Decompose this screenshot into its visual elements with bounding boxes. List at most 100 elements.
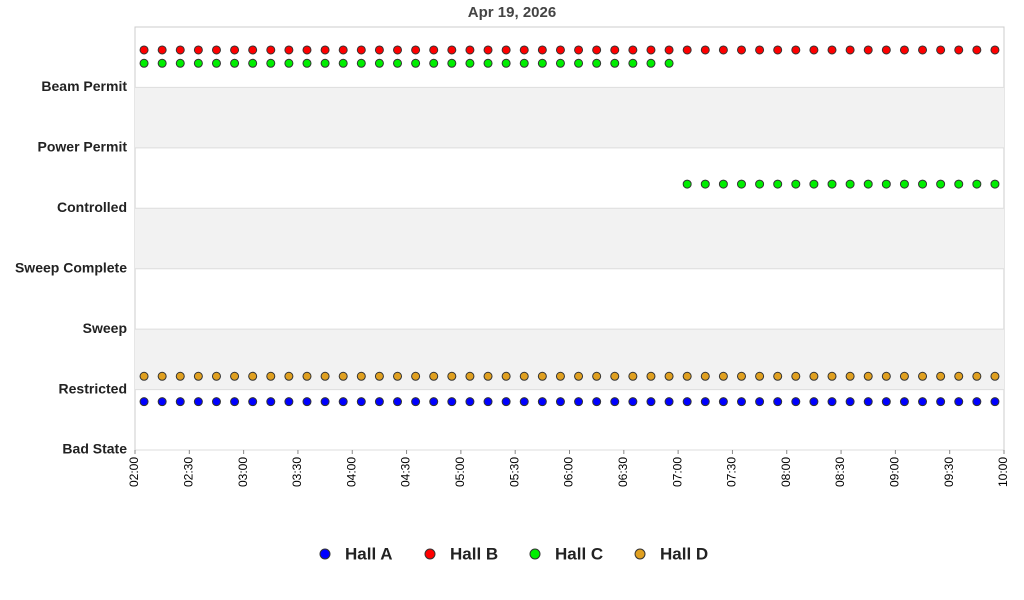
point: [483, 58, 493, 68]
point: [393, 58, 403, 68]
point: [266, 397, 276, 407]
point: [936, 371, 946, 381]
point: [193, 397, 203, 407]
point: [429, 397, 439, 407]
point: [936, 45, 946, 55]
point: [682, 45, 692, 55]
point: [338, 45, 348, 55]
point: [411, 371, 421, 381]
point: [483, 371, 493, 381]
point: [501, 45, 511, 55]
point: [429, 45, 439, 55]
point: [791, 45, 801, 55]
point: [302, 45, 312, 55]
point: [755, 371, 765, 381]
point: [700, 371, 710, 381]
point: [447, 58, 457, 68]
point: [845, 45, 855, 55]
point: [211, 45, 221, 55]
x-tick-label: 08:00: [779, 457, 793, 487]
y-tick-label: Sweep: [83, 320, 127, 336]
point: [139, 397, 149, 407]
point: [356, 371, 366, 381]
x-tick-label: 02:00: [127, 457, 141, 487]
point: [157, 397, 167, 407]
point: [990, 397, 1000, 407]
point: [501, 397, 511, 407]
x-tick-label: 09:30: [942, 457, 956, 487]
point: [574, 58, 584, 68]
y-tick-label: Controlled: [57, 199, 127, 215]
point: [646, 58, 656, 68]
point: [374, 397, 384, 407]
x-tick-label: 04:00: [344, 457, 358, 487]
x-tick-label: 03:30: [290, 457, 304, 487]
point: [429, 371, 439, 381]
x-tick-label: 03:00: [236, 457, 250, 487]
point: [610, 45, 620, 55]
point: [954, 397, 964, 407]
x-tick-label: 10:00: [996, 457, 1010, 487]
point: [284, 58, 294, 68]
point: [356, 58, 366, 68]
point: [175, 397, 185, 407]
point: [990, 371, 1000, 381]
point: [592, 371, 602, 381]
x-tick-label: 07:00: [670, 457, 684, 487]
point: [809, 371, 819, 381]
point: [990, 179, 1000, 189]
point: [465, 397, 475, 407]
point: [230, 371, 240, 381]
point: [266, 371, 276, 381]
point: [827, 397, 837, 407]
point: [483, 45, 493, 55]
legend-label: Hall B: [450, 544, 498, 563]
point: [157, 58, 167, 68]
point: [646, 397, 656, 407]
point: [302, 397, 312, 407]
x-tick-label: 06:00: [562, 457, 576, 487]
point: [519, 45, 529, 55]
point: [248, 58, 258, 68]
point: [483, 397, 493, 407]
grid-band: [135, 208, 1004, 269]
point: [537, 45, 547, 55]
point: [465, 45, 475, 55]
point: [845, 179, 855, 189]
point: [863, 371, 873, 381]
legend-marker: [424, 548, 436, 560]
point: [284, 397, 294, 407]
point: [356, 397, 366, 407]
point: [411, 397, 421, 407]
x-tick-label: 08:30: [833, 457, 847, 487]
point: [338, 58, 348, 68]
legend-marker: [634, 548, 646, 560]
point: [284, 371, 294, 381]
point: [682, 371, 692, 381]
point: [682, 179, 692, 189]
legend-marker: [529, 548, 541, 560]
x-tick-label: 06:30: [616, 457, 630, 487]
point: [899, 179, 909, 189]
point: [809, 45, 819, 55]
point: [555, 45, 565, 55]
point: [230, 58, 240, 68]
point: [519, 397, 529, 407]
point: [990, 45, 1000, 55]
point: [628, 371, 638, 381]
point: [881, 397, 891, 407]
point: [302, 58, 312, 68]
point: [791, 179, 801, 189]
point: [863, 45, 873, 55]
point: [936, 179, 946, 189]
point: [284, 45, 294, 55]
point: [972, 45, 982, 55]
point: [374, 45, 384, 55]
point: [519, 371, 529, 381]
point: [628, 397, 638, 407]
point: [501, 371, 511, 381]
point: [555, 371, 565, 381]
point: [700, 397, 710, 407]
point: [610, 371, 620, 381]
